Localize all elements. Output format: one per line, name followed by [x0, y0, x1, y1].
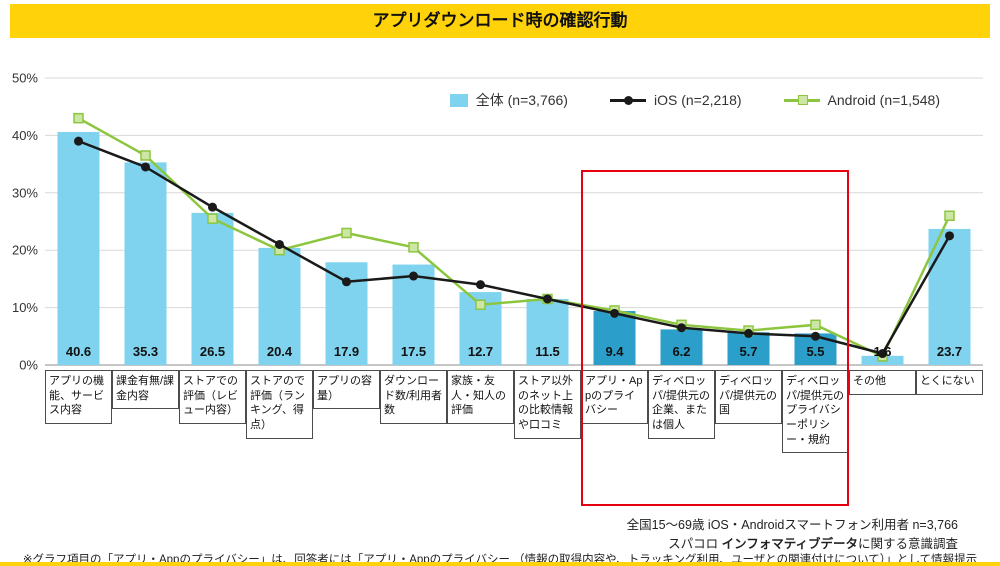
svg-text:17.5: 17.5 — [401, 344, 426, 359]
category-label: 課金有無/課金内容 — [112, 370, 179, 410]
plot-area: 0% 10% 20% 30% 40% 50% 40.6 35.3 26.5 20.4 17.9 17.… — [0, 70, 1000, 373]
category-label: ダウンロード数/利用者数 — [380, 370, 447, 424]
category-label: その他 — [849, 370, 916, 395]
svg-text:11.5: 11.5 — [535, 344, 560, 359]
category-axis: アプリの機能、サービス内容 課金有無/課金内容 ストアでの評価（レビュー内容） ストア… — [45, 370, 983, 454]
category-label: アプリの容量） — [313, 370, 380, 410]
plot-svg: 0% 10% 20% 30% 40% 50% 40.6 35.3 26.5 20.4 17.9 17.… — [12, 71, 983, 373]
bottom-accent-bar — [0, 562, 1000, 566]
svg-text:35.3: 35.3 — [133, 344, 158, 359]
svg-text:40.6: 40.6 — [66, 344, 91, 359]
category-label: とくにない — [916, 370, 983, 395]
svg-text:10%: 10% — [12, 300, 38, 315]
category-label: ストアので評価（ランキング、得点） — [246, 370, 313, 439]
svg-text:30%: 30% — [12, 185, 38, 200]
category-label: 家族・友人・知人の評価 — [447, 370, 514, 424]
category-label: ディベロッパ/提供元の国 — [715, 370, 782, 424]
category-label: ディベロッパ/提供元の企業、または個人 — [648, 370, 715, 439]
android-line-marker-icon — [783, 95, 820, 105]
ios-line-marker-icon — [609, 95, 646, 105]
svg-text:6.2: 6.2 — [672, 344, 690, 359]
svg-text:5.5: 5.5 — [806, 344, 824, 359]
category-label: アプリの機能、サービス内容 — [45, 370, 112, 424]
total-swatch-icon — [449, 93, 468, 107]
svg-text:23.7: 23.7 — [937, 344, 962, 359]
svg-text:20%: 20% — [12, 243, 38, 258]
legend-item-android: Android (n=1,548) — [783, 92, 940, 108]
svg-text:40%: 40% — [12, 128, 38, 143]
svg-text:20.4: 20.4 — [267, 344, 293, 359]
svg-text:5.7: 5.7 — [739, 344, 757, 359]
category-label: アプリ・Appのプライバシー — [581, 370, 648, 424]
svg-text:50%: 50% — [12, 71, 38, 86]
category-label: ストア以外のネット上の比較情報や口コミ — [514, 370, 581, 439]
svg-text:1.6: 1.6 — [873, 344, 891, 359]
legend: 全体 (n=3,766) iOS (n=2,218) Android (n=1,… — [449, 90, 940, 110]
footnote-sample: 全国15〜69歳 iOS・Androidスマートフォン利用者 n=3,766 — [626, 518, 958, 532]
svg-text:17.9: 17.9 — [334, 344, 359, 359]
svg-text:0%: 0% — [19, 358, 38, 371]
svg-text:9.4: 9.4 — [605, 344, 624, 359]
legend-label-total: 全体 (n=3,766) — [475, 92, 568, 108]
category-label: ストアでの評価（レビュー内容） — [179, 370, 246, 424]
legend-label-ios: iOS (n=2,218) — [653, 92, 742, 108]
category-label: ディベロッパ/提供元のプライバシーポリシー・規約 — [782, 370, 849, 454]
chart-title: アプリダウンロード時の確認行動 — [10, 4, 990, 38]
legend-item-total: 全体 (n=3,766) — [449, 90, 568, 110]
svg-text:12.7: 12.7 — [468, 344, 493, 359]
legend-label-android: Android (n=1,548) — [827, 92, 940, 108]
footnote-source: スパコロ インフォマティブデータに関する意識調査 — [668, 533, 958, 552]
footnote-source-bold: インフォマティブデータ — [721, 537, 858, 551]
footnote-source-suffix: に関する意識調査 — [857, 537, 958, 551]
footnote-source-prefix: スパコロ — [668, 537, 722, 551]
svg-text:26.5: 26.5 — [200, 344, 225, 359]
legend-item-ios: iOS (n=2,218) — [609, 92, 742, 108]
